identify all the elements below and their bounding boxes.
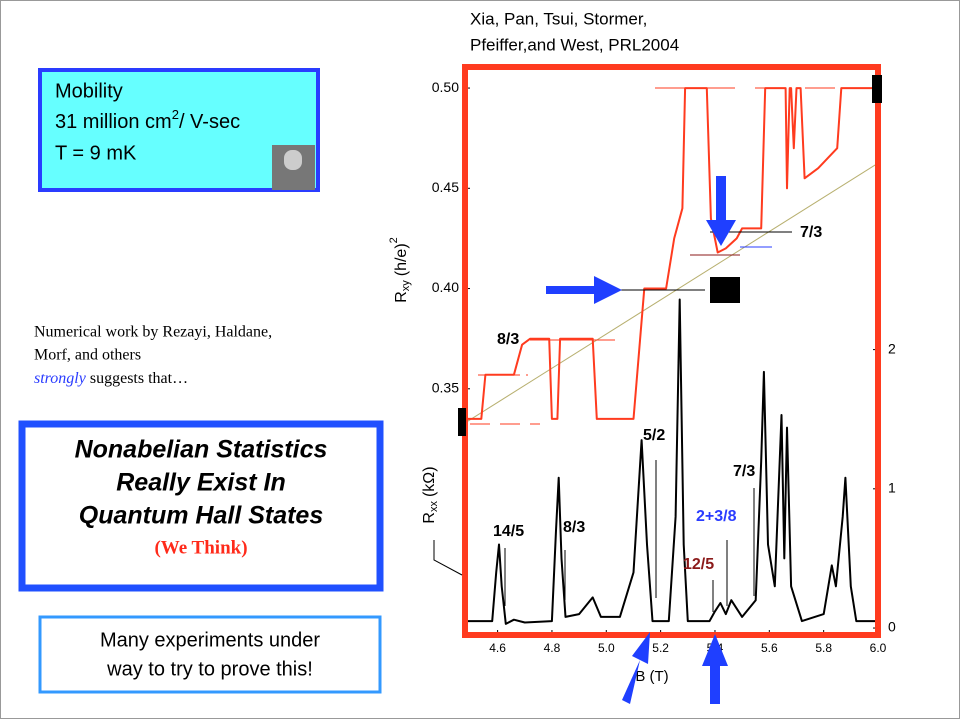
body-text: Morf, and others bbox=[34, 347, 141, 364]
mobility-text: 31 million cm2/ V-sec bbox=[55, 107, 240, 133]
slide: Xia, Pan, Tsui, Stormer, Pfeiffer,and We… bbox=[0, 0, 960, 719]
marker bbox=[458, 408, 466, 436]
y2-axis-label: Rxx (kΩ) bbox=[421, 466, 440, 523]
annotation: 7/3 bbox=[733, 463, 755, 480]
note: way to try to prove this! bbox=[106, 658, 313, 680]
annotation: 8/3 bbox=[563, 519, 585, 536]
annotation: 2+3/8 bbox=[696, 508, 737, 525]
annotation: 8/3 bbox=[497, 331, 519, 348]
x-tick-label: 5.6 bbox=[761, 641, 778, 655]
headline: Nonabelian Statistics bbox=[75, 436, 328, 464]
x-tick-label: 5.0 bbox=[598, 641, 615, 655]
y-tick-label: 0.45 bbox=[432, 179, 459, 195]
headline: Really Exist In bbox=[116, 469, 286, 497]
body-text: Numerical work by Rezayi, Haldane, bbox=[34, 324, 272, 341]
headline: Quantum Hall States bbox=[79, 502, 324, 530]
body-text: strongly suggests that… bbox=[34, 370, 188, 387]
note: Many experiments under bbox=[100, 629, 320, 651]
annotation: 7/3 bbox=[800, 224, 822, 241]
y-tick-label: 0.35 bbox=[432, 379, 459, 395]
x-tick-label: 5.2 bbox=[652, 641, 669, 655]
portrait bbox=[284, 150, 302, 170]
mobility-text: T = 9 mK bbox=[55, 142, 137, 164]
note-box bbox=[40, 617, 380, 692]
x-tick-label: 4.8 bbox=[544, 641, 561, 655]
x-axis-label: B (T) bbox=[635, 668, 668, 685]
annotation: 14/5 bbox=[493, 523, 524, 540]
citation: Xia, Pan, Tsui, Stormer, bbox=[470, 9, 647, 28]
citation: Pfeiffer,and West, PRL2004 bbox=[470, 35, 679, 54]
label-part: xy bbox=[400, 280, 412, 292]
label-part: xx bbox=[428, 501, 440, 513]
text-part: 31 million cm bbox=[55, 111, 172, 133]
x-tick-label: 6.0 bbox=[870, 641, 887, 655]
y-tick-label: 0.40 bbox=[432, 279, 459, 295]
text-part: / V-sec bbox=[179, 111, 240, 133]
mobility-text: Mobility bbox=[55, 80, 123, 102]
emph: strongly bbox=[34, 370, 87, 387]
label-part: (kΩ) bbox=[421, 466, 438, 497]
label-part: R bbox=[421, 512, 438, 524]
annotation: 5/2 bbox=[643, 427, 665, 444]
marker bbox=[710, 277, 740, 303]
label-part: 2 bbox=[388, 237, 400, 243]
text-sup: 2 bbox=[172, 107, 179, 122]
marker bbox=[872, 75, 882, 103]
text-part: suggests that… bbox=[86, 370, 188, 387]
headline-aside: (We Think) bbox=[154, 537, 247, 558]
y2-tick-label: 0 bbox=[888, 619, 896, 635]
x-tick-label: 5.8 bbox=[815, 641, 832, 655]
x-tick-label: 4.6 bbox=[489, 641, 506, 655]
y2-tick-label: 2 bbox=[888, 340, 896, 356]
y2-tick-label: 1 bbox=[888, 480, 896, 496]
annotation: 12/5 bbox=[683, 556, 714, 573]
label-part: (h/e) bbox=[393, 243, 410, 276]
label-part: R bbox=[393, 291, 410, 303]
y-tick-label: 0.50 bbox=[432, 79, 459, 95]
